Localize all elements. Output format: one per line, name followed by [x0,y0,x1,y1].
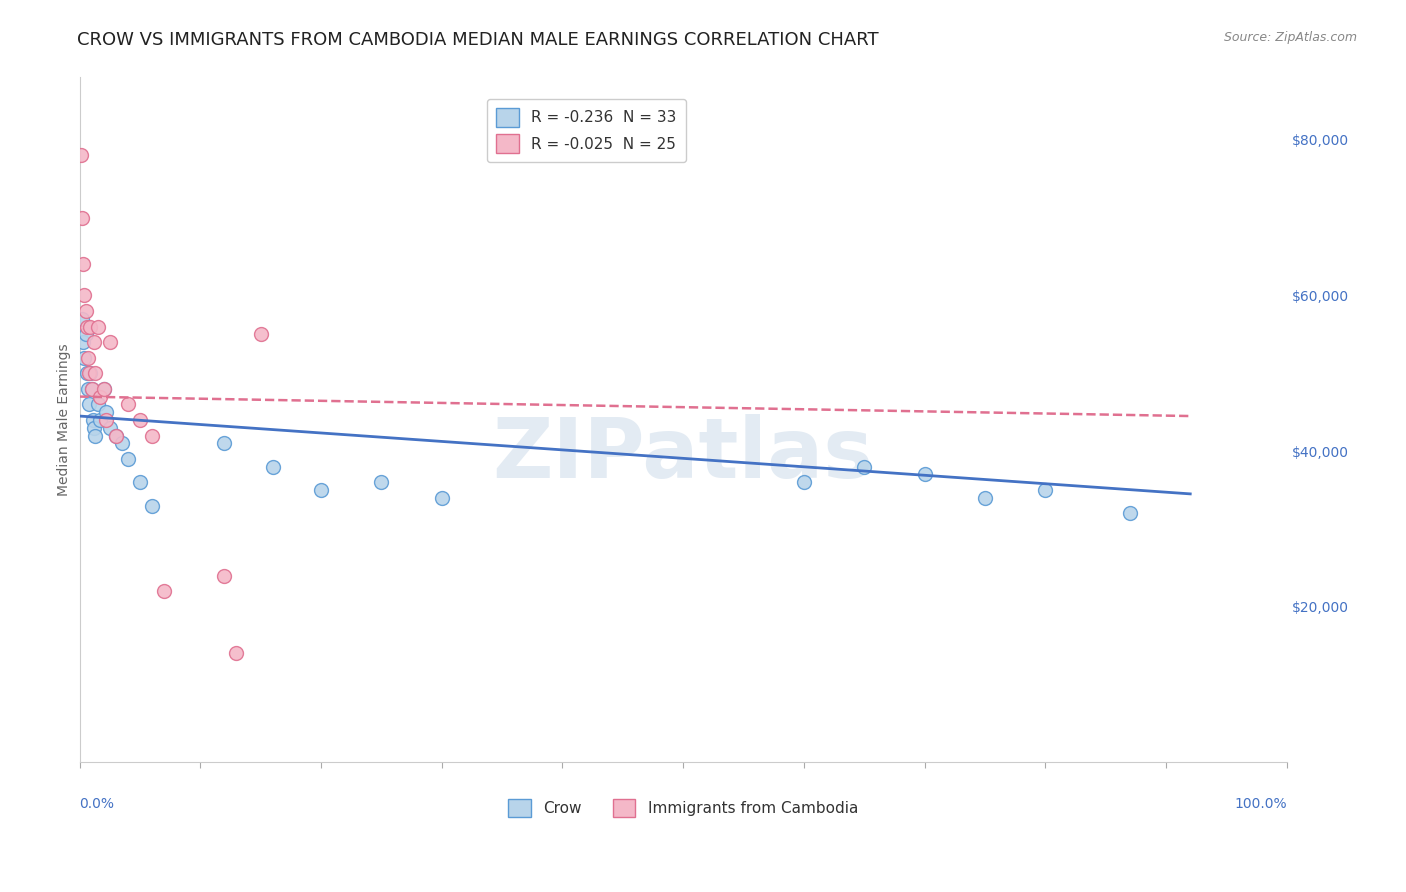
Point [77,351,100,365]
Point [89,390,111,404]
Text: ZIPatlas: ZIPatlas [492,414,873,495]
Point [86,319,108,334]
Point [249,327,271,342]
Point [77,397,100,411]
Point [83,421,105,435]
Point [128,413,150,427]
Point [98,421,121,435]
Point [77,366,100,380]
Point [309,483,332,497]
Point [128,475,150,490]
Point [79,366,101,380]
Point [72,257,94,271]
Point [73,288,96,302]
Point [72,335,94,350]
Point [111,436,134,450]
Point [76,319,98,334]
Point [104,428,127,442]
Point [82,413,104,427]
Text: 0.0%: 0.0% [80,797,114,811]
Point [974,491,997,505]
Point [93,382,115,396]
Text: 100.0%: 100.0% [1234,797,1286,811]
Point [94,405,117,419]
Point [84,366,107,380]
Point [104,428,127,442]
Point [793,475,815,490]
Point [86,397,108,411]
Point [80,382,103,396]
Point [430,491,453,505]
Point [141,428,163,442]
Y-axis label: Median Male Earnings: Median Male Earnings [58,343,72,496]
Point [853,459,876,474]
Point [98,335,121,350]
Point [1119,506,1142,520]
Point [370,475,392,490]
Point [70,211,93,225]
Legend: Crow, Immigrants from Cambodia: Crow, Immigrants from Cambodia [502,792,865,823]
Text: CROW VS IMMIGRANTS FROM CAMBODIA MEDIAN MALE EARNINGS CORRELATION CHART: CROW VS IMMIGRANTS FROM CAMBODIA MEDIAN … [77,31,879,49]
Point [73,351,96,365]
Point [83,335,105,350]
Point [75,304,97,318]
Point [75,327,97,342]
Point [94,413,117,427]
Point [77,382,100,396]
Point [262,459,284,474]
Point [89,413,111,427]
Point [70,311,93,326]
Text: Source: ZipAtlas.com: Source: ZipAtlas.com [1223,31,1357,45]
Point [80,382,103,396]
Point [117,451,139,466]
Point [214,568,236,582]
Point [76,366,98,380]
Point [93,382,115,396]
Point [1035,483,1057,497]
Point [84,428,107,442]
Point [153,584,176,599]
Point [214,436,236,450]
Point [225,647,247,661]
Point [141,499,163,513]
Point [69,148,91,162]
Point [79,319,101,334]
Point [914,467,936,482]
Point [117,397,139,411]
